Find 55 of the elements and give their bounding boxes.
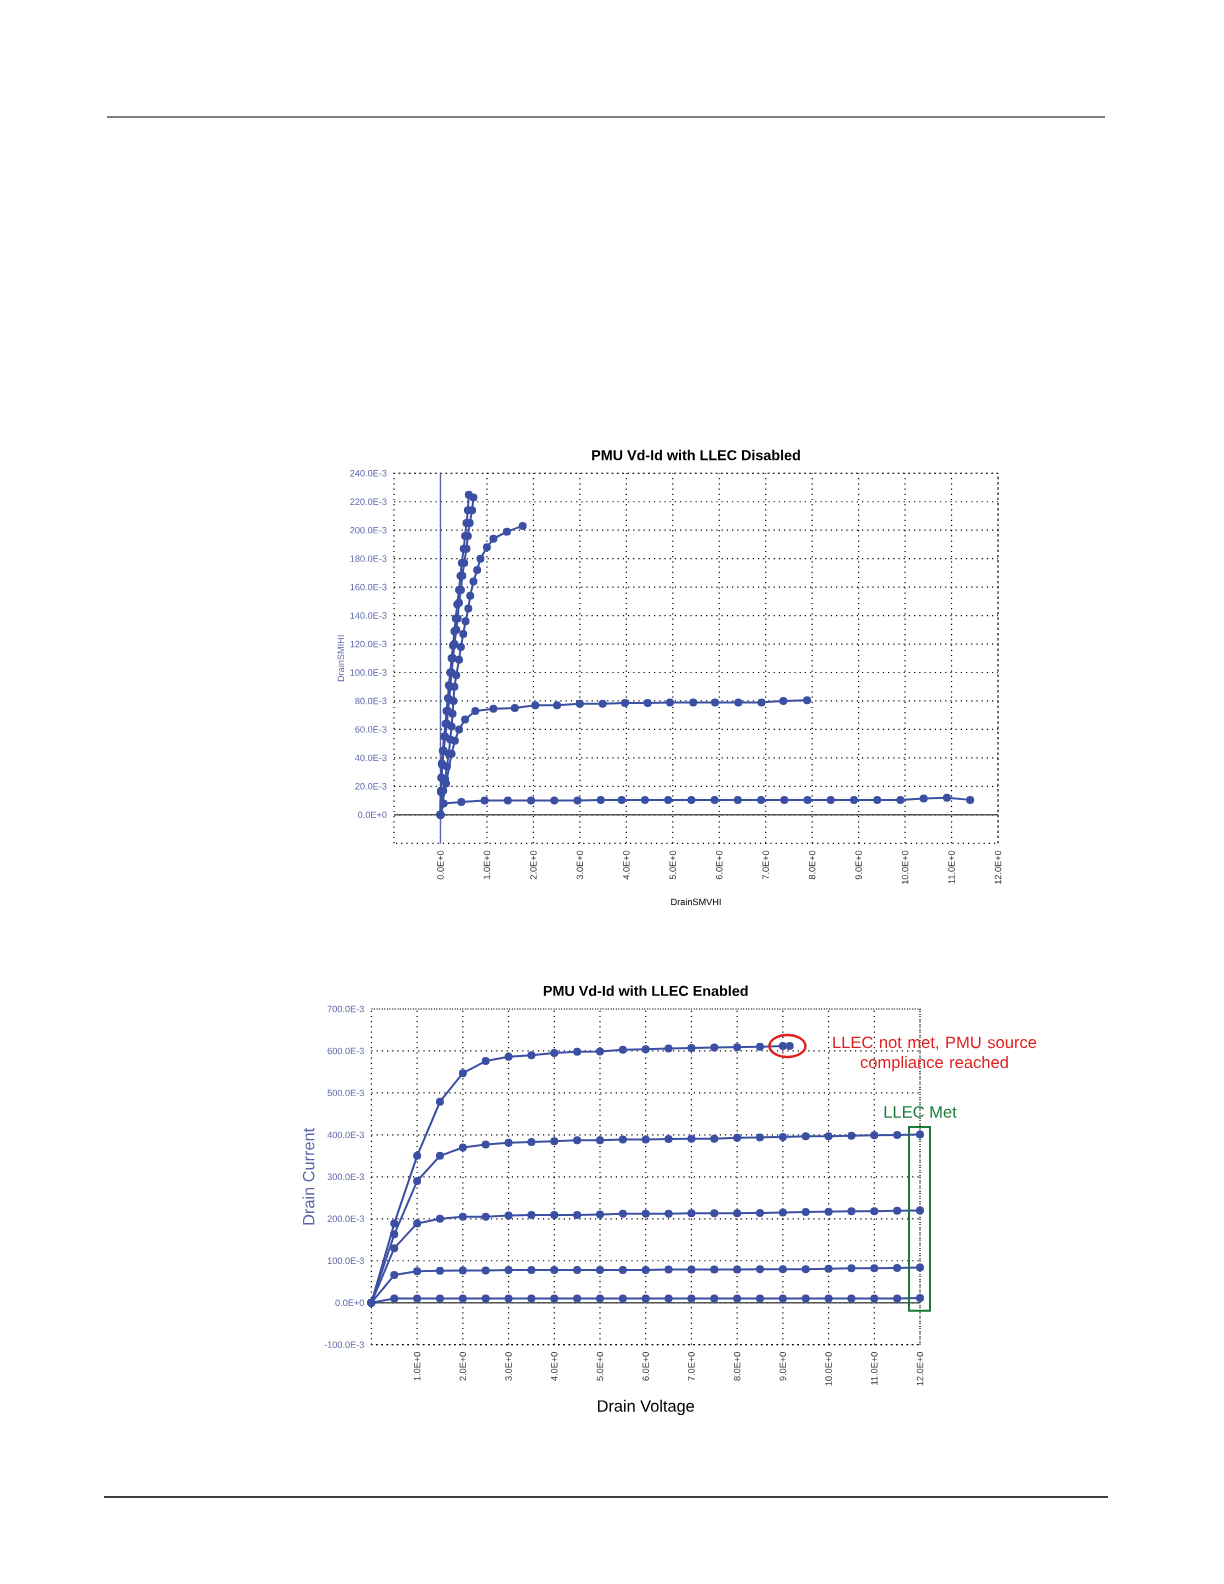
y-tick-label: 500.0E-3 <box>327 1089 364 1097</box>
x-tick-label: 3.0E+0 <box>505 1352 512 1381</box>
x-tick-label: 7.0E+0 <box>762 850 769 880</box>
x-tick-label: 3.0E+0 <box>576 850 584 880</box>
chart-title: PMU Vd-Id with LLEC Disabled <box>592 449 800 461</box>
y-tick-label: 300.0E-3 <box>327 1173 364 1181</box>
x-tick-label: 5.0E+0 <box>596 1352 604 1381</box>
y-tick-label: 240.0E-3 <box>350 470 387 477</box>
x-tick-label: 11.0E+0 <box>871 1352 878 1385</box>
x-tick-label: 4.0E+0 <box>551 1352 558 1381</box>
x-tick-label: 9.0E+0 <box>855 850 862 880</box>
y-tick-label: -100.0E-3 <box>324 1341 364 1348</box>
y-axis-title: DrainSMIHI <box>337 635 345 682</box>
x-tick-label: 9.0E+0 <box>779 1352 787 1381</box>
y-tick-label: 140.0E-3 <box>350 612 387 619</box>
y-tick-label: 80.0E-3 <box>355 697 387 705</box>
y-tick-label: 100.0E-3 <box>350 669 387 676</box>
x-tick-label: 4.0E+0 <box>623 850 630 880</box>
y-tick-label: 180.0E-3 <box>350 555 387 562</box>
x-tick-label: 0.0E+0 <box>437 850 444 880</box>
y-tick-label: 60.0E-3 <box>355 726 387 733</box>
x-axis-title: Drain Voltage <box>598 1399 695 1416</box>
y-tick-label: 0.0E+0 <box>358 811 387 819</box>
x-tick-label: 10.0E+0 <box>825 1352 832 1386</box>
y-tick-label: 0.0E+0 <box>335 1299 365 1306</box>
x-tick-label: 1.0E+0 <box>483 850 491 879</box>
y-tick-label: 400.0E-3 <box>327 1131 364 1139</box>
x-tick-label: 10.0E+0 <box>901 850 909 885</box>
y-tick-label: 100.0E-3 <box>327 1257 364 1265</box>
x-tick-label: 7.0E+0 <box>688 1352 695 1381</box>
y-axis-title: Drain Current <box>302 1127 315 1225</box>
annotation: LLEC Met <box>884 1106 957 1118</box>
y-tick-label: 120.0E-3 <box>350 640 387 648</box>
x-tick-label: 12.0E+0 <box>916 1352 924 1386</box>
chart-title: PMU Vd-Id with LLEC Enabled <box>543 985 748 996</box>
x-tick-label: 1.0E+0 <box>413 1352 421 1381</box>
y-tick-label: 40.0E-3 <box>355 754 387 762</box>
y-tick-label: 600.0E-3 <box>327 1047 364 1055</box>
x-axis-title: DrainSMVHI <box>671 898 721 906</box>
y-tick-label: 20.0E-3 <box>355 783 387 790</box>
y-tick-label: 200.0E-3 <box>350 526 387 534</box>
y-tick-label: 220.0E-3 <box>350 498 387 505</box>
y-tick-label: 700.0E-3 <box>327 1005 364 1013</box>
x-tick-label: 2.0E+0 <box>459 1352 467 1381</box>
y-tick-label: 200.0E-3 <box>327 1215 364 1223</box>
x-tick-label: 5.0E+0 <box>669 850 677 880</box>
x-tick-label: 8.0E+0 <box>733 1352 741 1381</box>
x-tick-label: 6.0E+0 <box>715 850 723 880</box>
y-tick-label: 160.0E-3 <box>350 583 387 591</box>
annotation: LLEC not met, PMU source compliance reached <box>833 1036 1037 1072</box>
x-tick-label: 11.0E+0 <box>948 850 955 884</box>
x-tick-label: 6.0E+0 <box>642 1352 649 1381</box>
x-tick-label: 8.0E+0 <box>808 850 816 880</box>
x-tick-label: 12.0E+0 <box>994 850 1002 885</box>
x-tick-label: 2.0E+0 <box>530 850 537 880</box>
